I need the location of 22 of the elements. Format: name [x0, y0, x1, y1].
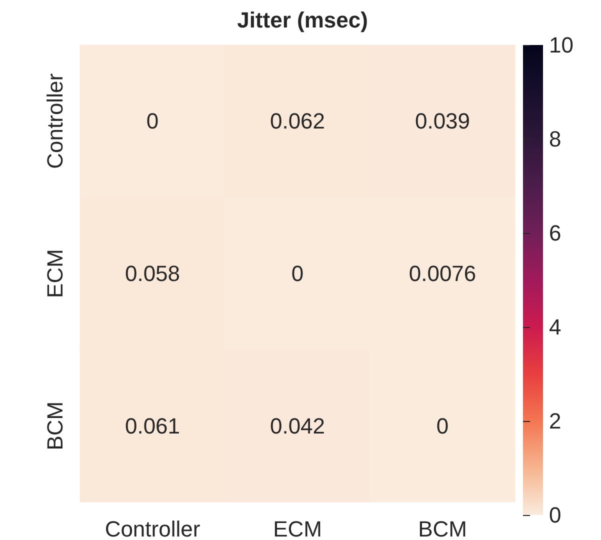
- y-tick-label: Controller: [42, 73, 68, 169]
- x-tick-label: BCM: [418, 516, 467, 540]
- color-bar-label: 8: [549, 126, 562, 152]
- color-bar-label: 10: [549, 32, 574, 58]
- x-tick-label: ECM: [273, 516, 322, 540]
- color-bar-label: 6: [549, 220, 562, 246]
- data-label: 0: [436, 413, 449, 438]
- chart-title: Jitter (msec): [237, 8, 368, 32]
- color-bar-label: 0: [549, 502, 562, 528]
- y-tick-label: BCM: [42, 401, 68, 450]
- data-label: 0: [146, 108, 159, 134]
- data-label: 0.042: [270, 413, 326, 438]
- data-label: 0.039: [414, 108, 470, 134]
- data-label: 0.0076: [408, 261, 476, 286]
- data-label: 0.061: [124, 413, 180, 438]
- data-label: 0.058: [124, 261, 180, 286]
- data-label: 0: [291, 261, 304, 286]
- data-label: 0.062: [270, 108, 326, 134]
- y-tick-label: ECM: [42, 249, 68, 298]
- x-tick-label: Controller: [104, 516, 200, 540]
- color-bar-label: 4: [549, 314, 562, 340]
- color-bar-label: 2: [549, 408, 562, 434]
